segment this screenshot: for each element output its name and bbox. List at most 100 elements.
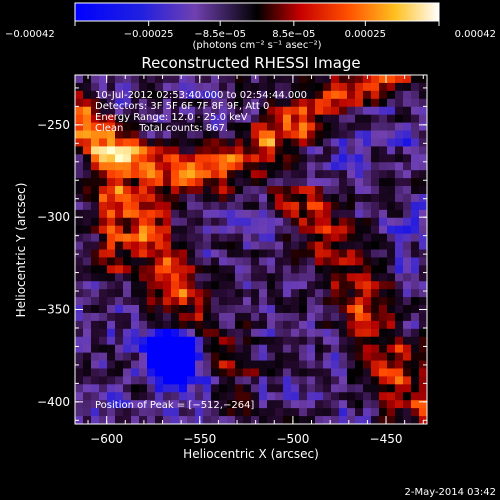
heatmap-cell bbox=[307, 352, 316, 362]
heatmap-cell bbox=[259, 170, 268, 179]
heatmap-cell bbox=[339, 233, 348, 243]
heatmap-cell bbox=[115, 75, 124, 84]
heatmap-cell bbox=[83, 193, 92, 203]
heatmap-cell bbox=[387, 400, 396, 409]
heatmap-cell bbox=[179, 114, 188, 124]
heatmap-cell bbox=[371, 209, 380, 219]
heatmap-cell bbox=[163, 201, 172, 211]
heatmap-cell bbox=[355, 98, 364, 108]
heatmap-cell bbox=[267, 122, 276, 132]
heatmap-cell bbox=[107, 297, 116, 306]
heatmap-cell bbox=[395, 265, 404, 274]
heatmap-cell bbox=[259, 186, 268, 195]
heatmap-cell bbox=[99, 408, 108, 417]
heatmap-cell bbox=[211, 273, 220, 282]
heatmap-cell bbox=[115, 98, 124, 108]
heatmap-cell bbox=[187, 305, 196, 314]
heatmap-cell bbox=[315, 241, 324, 250]
heatmap-cell bbox=[267, 281, 276, 290]
heatmap-cell bbox=[323, 320, 332, 330]
heatmap-cell bbox=[411, 241, 420, 250]
heatmap-cell bbox=[267, 344, 276, 354]
heatmap-cell bbox=[379, 320, 388, 330]
heatmap-cell bbox=[203, 106, 212, 116]
heatmap-cell bbox=[75, 106, 84, 116]
heatmap-cell bbox=[235, 98, 244, 108]
heatmap-cell bbox=[283, 249, 292, 258]
heatmap-cell bbox=[259, 384, 268, 393]
heatmap-cell bbox=[267, 233, 276, 243]
heatmap-cell bbox=[267, 98, 276, 108]
heatmap-cell bbox=[267, 368, 276, 377]
heatmap-cell bbox=[235, 273, 244, 282]
heatmap-cell bbox=[123, 368, 132, 377]
heatmap-cell bbox=[323, 352, 332, 362]
heatmap-cell bbox=[163, 106, 172, 116]
heatmap-cell bbox=[115, 233, 124, 243]
heatmap-cell bbox=[187, 193, 196, 203]
heatmap-cell bbox=[99, 297, 108, 306]
heatmap-cell bbox=[307, 281, 316, 290]
heatmap-cell bbox=[411, 352, 420, 362]
heatmap-cell bbox=[355, 233, 364, 243]
heatmap-cell bbox=[107, 360, 116, 369]
heatmap-cell bbox=[339, 154, 348, 163]
heatmap-cell bbox=[203, 273, 212, 282]
heatmap-cell bbox=[171, 178, 180, 187]
heatmap-cell bbox=[75, 82, 84, 92]
heatmap-cell bbox=[363, 98, 372, 108]
heatmap-cell bbox=[163, 384, 172, 393]
heatmap-cell bbox=[275, 98, 284, 108]
heatmap-cell bbox=[115, 392, 124, 401]
heatmap-cell bbox=[187, 146, 196, 155]
heatmap-cell bbox=[251, 392, 260, 401]
heatmap-cell bbox=[339, 186, 348, 195]
heatmap-cell bbox=[323, 209, 332, 219]
heatmap-cell bbox=[283, 312, 292, 322]
heatmap-cell bbox=[315, 178, 324, 187]
heatmap-cell bbox=[211, 249, 220, 258]
heatmap-cell bbox=[251, 178, 260, 187]
heatmap-cell bbox=[195, 416, 204, 424]
heatmap-cell bbox=[251, 249, 260, 258]
heatmap-cell bbox=[203, 305, 212, 314]
heatmap-cell bbox=[299, 297, 308, 306]
heatmap-cell bbox=[107, 225, 116, 235]
heatmap-cell bbox=[163, 281, 172, 290]
heatmap-cell bbox=[419, 281, 427, 290]
heatmap-cell bbox=[323, 305, 332, 314]
heatmap-cell bbox=[347, 344, 356, 354]
heatmap-cell bbox=[371, 344, 380, 354]
heatmap-cell bbox=[323, 106, 332, 116]
heatmap-cell bbox=[379, 336, 388, 346]
heatmap-cell bbox=[275, 241, 284, 250]
heatmap-cell bbox=[419, 154, 427, 163]
heatmap-cell bbox=[403, 249, 412, 258]
heatmap-cell bbox=[363, 178, 372, 187]
heatmap-cell bbox=[227, 209, 236, 219]
heatmap-cell bbox=[323, 257, 332, 266]
heatmap-cell bbox=[331, 376, 340, 385]
heatmap-cell bbox=[419, 186, 427, 195]
heatmap-cell bbox=[355, 82, 364, 92]
heatmap-cell bbox=[179, 122, 188, 132]
heatmap-cell bbox=[323, 360, 332, 369]
heatmap-cell bbox=[211, 368, 220, 377]
heatmap-cell bbox=[283, 138, 292, 147]
heatmap-cell bbox=[259, 376, 268, 385]
heatmap-cell bbox=[91, 114, 100, 124]
heatmap-cell bbox=[371, 178, 380, 187]
heatmap-cell bbox=[347, 217, 356, 227]
heatmap-cell bbox=[107, 344, 116, 354]
heatmap-cell bbox=[155, 320, 164, 330]
heatmap-cell bbox=[315, 344, 324, 354]
heatmap-cell bbox=[235, 320, 244, 330]
heatmap-cell bbox=[83, 257, 92, 266]
heatmap-cell bbox=[419, 344, 427, 354]
heatmap-cell bbox=[99, 384, 108, 393]
heatmap-cell bbox=[387, 281, 396, 290]
heatmap-cell bbox=[275, 106, 284, 116]
heatmap-cell bbox=[403, 400, 412, 409]
heatmap-cell bbox=[243, 138, 252, 147]
heatmap-cell bbox=[403, 336, 412, 346]
